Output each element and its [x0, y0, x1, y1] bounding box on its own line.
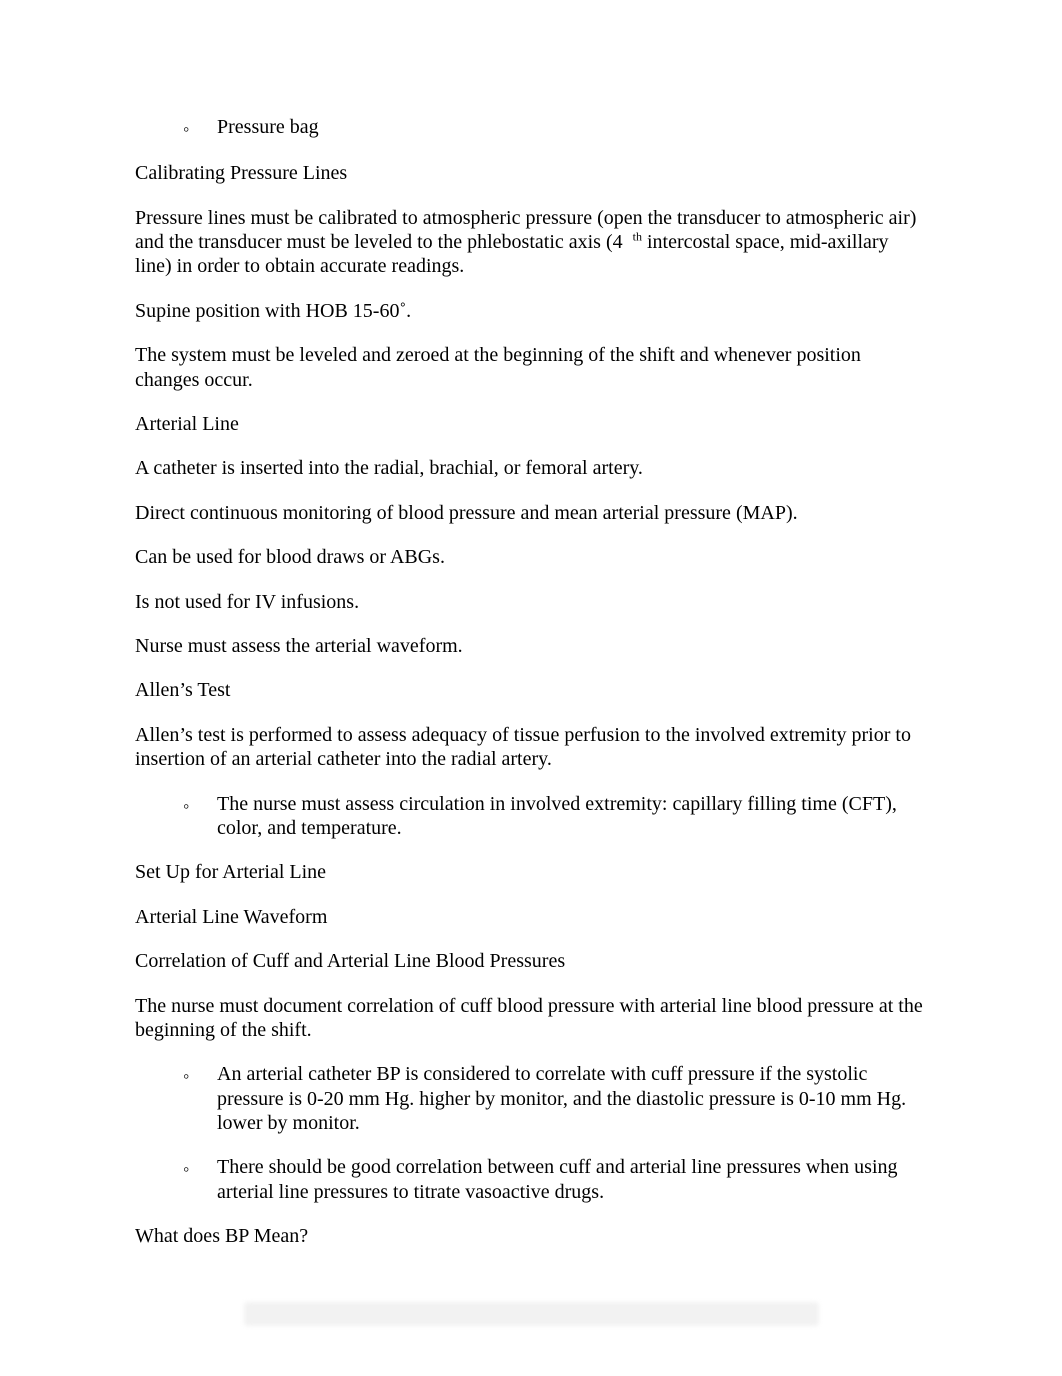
list-item: ◦ The nurse must assess circulation in i… — [183, 792, 927, 841]
bullet-marker: ◦ — [183, 792, 217, 818]
paragraph: Supine position with HOB 15-60˚. — [135, 299, 927, 323]
list-item: ◦ There should be good correlation betwe… — [183, 1155, 927, 1204]
bullet-text: There should be good correlation between… — [217, 1155, 927, 1204]
paragraph: Allen’s test is performed to assess adeq… — [135, 723, 927, 772]
heading-setup: Set Up for Arterial Line — [135, 860, 927, 884]
document-page: ◦ Pressure bag Calibrating Pressure Line… — [0, 0, 1062, 1376]
heading-correlation: Correlation of Cuff and Arterial Line Bl… — [135, 949, 927, 973]
paragraph: A catheter is inserted into the radial, … — [135, 456, 927, 480]
heading-calibrating: Calibrating Pressure Lines — [135, 161, 927, 185]
heading-allens-test: Allen’s Test — [135, 678, 927, 702]
bullet-text: An arterial catheter BP is considered to… — [217, 1062, 927, 1135]
paragraph: Nurse must assess the arterial waveform. — [135, 634, 927, 658]
superscript: th — [633, 229, 642, 243]
paragraph: The system must be leveled and zeroed at… — [135, 343, 927, 392]
list-item: ◦ Pressure bag — [183, 115, 927, 141]
bullet-list-top: ◦ Pressure bag — [183, 115, 927, 141]
bullet-list-mid: ◦ The nurse must assess circulation in i… — [183, 792, 927, 841]
bullet-marker: ◦ — [183, 115, 217, 141]
bullet-text: The nurse must assess circulation in inv… — [217, 792, 927, 841]
redaction-bar — [244, 1302, 819, 1326]
paragraph: The nurse must document correlation of c… — [135, 994, 927, 1043]
bullet-list-bottom: ◦ An arterial catheter BP is considered … — [183, 1062, 927, 1204]
heading-arterial-line: Arterial Line — [135, 412, 927, 436]
list-item: ◦ An arterial catheter BP is considered … — [183, 1062, 927, 1135]
heading-bp-mean: What does BP Mean? — [135, 1224, 927, 1248]
paragraph: Can be used for blood draws or ABGs. — [135, 545, 927, 569]
paragraph: Is not used for IV infusions. — [135, 590, 927, 614]
heading-waveform: Arterial Line Waveform — [135, 905, 927, 929]
paragraph: Direct continuous monitoring of blood pr… — [135, 501, 927, 525]
bullet-marker: ◦ — [183, 1062, 217, 1088]
bullet-text: Pressure bag — [217, 115, 927, 139]
paragraph: Pressure lines must be calibrated to atm… — [135, 206, 927, 279]
bullet-marker: ◦ — [183, 1155, 217, 1181]
